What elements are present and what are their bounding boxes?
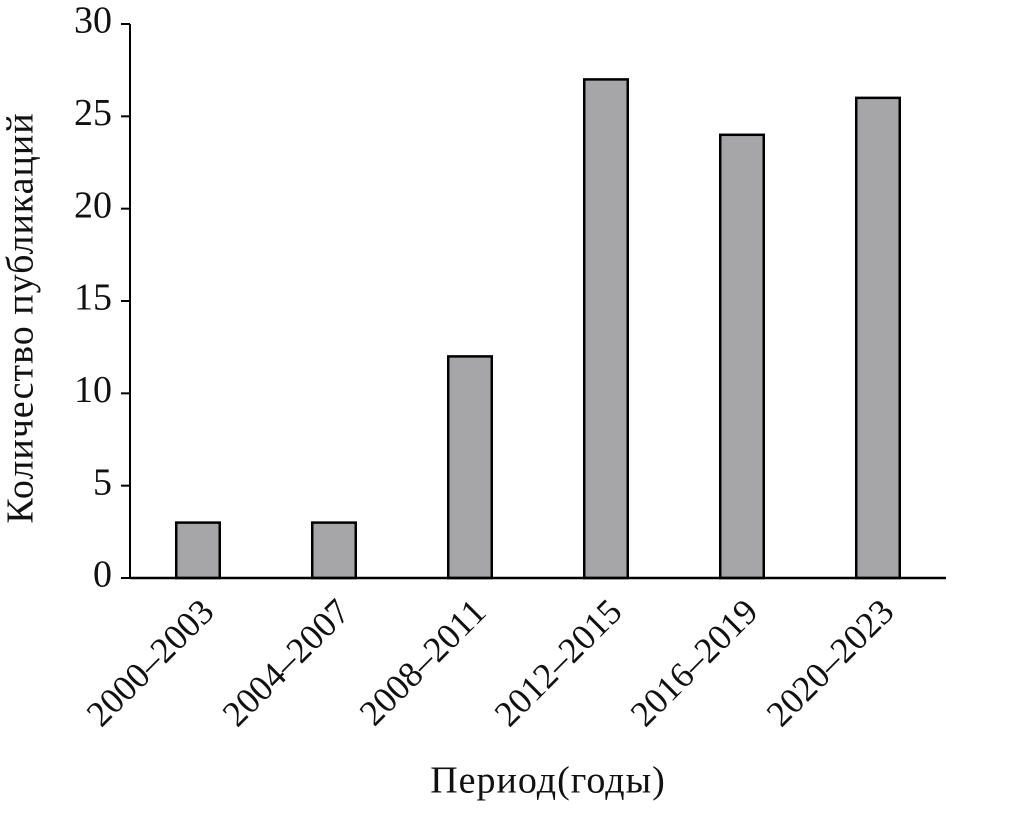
x-tick-label: 2004–2007 [215,591,358,734]
y-tick-label: 5 [93,461,112,503]
x-tick-label: 2020–2023 [759,591,902,734]
bar [582,78,630,580]
bar [718,133,766,580]
bar [174,521,222,580]
y-axis-label: Количество публикаций [0,112,42,523]
y-tick-label: 10 [74,369,112,411]
bar [446,355,494,580]
y-tick-label: 30 [74,0,112,42]
y-tick-label: 15 [74,277,112,319]
x-tick-label: 2000–2003 [79,591,222,734]
bar [854,96,902,580]
x-axis-label: Период(годы) [430,760,666,802]
x-tick-label: 2008–2011 [352,591,494,733]
bar [310,521,358,580]
y-tick-label: 0 [93,554,112,596]
x-tick-label: 2016–2019 [623,591,766,734]
y-tick-label: 25 [74,92,112,134]
x-tick-label: 2012–2015 [487,591,630,734]
y-tick-label: 20 [74,184,112,226]
